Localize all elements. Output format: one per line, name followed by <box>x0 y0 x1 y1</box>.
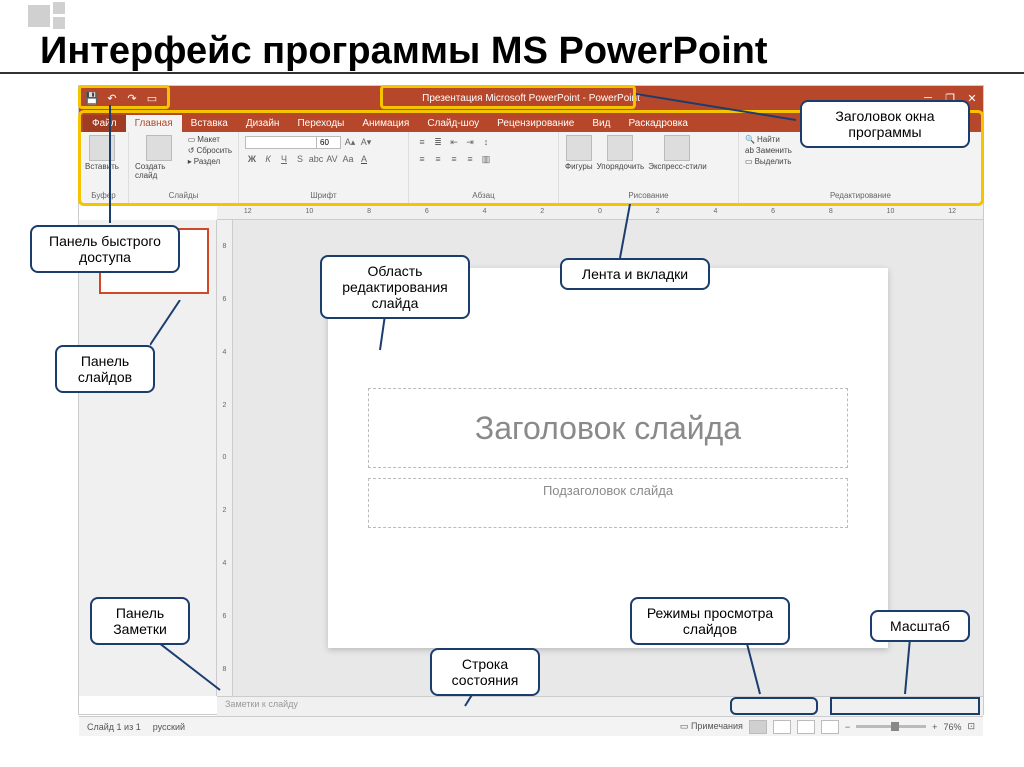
indent-dec-icon[interactable]: ⇤ <box>447 135 461 149</box>
notes-pane[interactable]: Заметки к слайду <box>217 696 983 716</box>
callout-ribbon: Лента и вкладки <box>560 258 710 290</box>
shapes-icon[interactable] <box>566 135 592 161</box>
window-title: Презентация Microsoft PowerPoint - Power… <box>422 93 640 104</box>
slide-title-placeholder[interactable]: Заголовок слайда <box>368 388 848 468</box>
tab-slideshow[interactable]: Слайд-шоу <box>418 115 488 132</box>
section-btn[interactable]: ▸ Раздел <box>188 157 232 166</box>
tab-transitions[interactable]: Переходы <box>288 115 353 132</box>
sorter-view-icon[interactable] <box>773 720 791 734</box>
slide-subtitle-text: Подзаголовок слайда <box>543 483 673 498</box>
ruler-vertical: 864202468 <box>217 220 233 696</box>
font-name-input[interactable] <box>246 137 316 148</box>
slide-counter: Слайд 1 из 1 <box>87 722 141 732</box>
columns-icon[interactable]: ▥ <box>479 152 493 166</box>
zoom-in-icon[interactable]: + <box>932 722 937 732</box>
zoom-slider[interactable] <box>856 725 926 728</box>
reading-view-icon[interactable] <box>797 720 815 734</box>
slideshow-icon[interactable]: ▭ <box>145 91 159 105</box>
replace-btn[interactable]: ab Заменить <box>745 146 792 155</box>
page-title: Интерфейс программы MS PowerPoint <box>40 30 768 73</box>
layout-btn[interactable]: ▭ Макет <box>188 135 232 144</box>
spacing-icon[interactable]: AV <box>325 152 339 166</box>
underline-icon[interactable]: Ч <box>277 152 291 166</box>
callout-quick-access: Панель быстрого доступа <box>30 225 180 273</box>
new-slide-icon[interactable] <box>146 135 172 161</box>
bold-icon[interactable]: Ж <box>245 152 259 166</box>
statusbar: Слайд 1 из 1 русский ▭ Примечания − + 76… <box>79 716 983 736</box>
callout-zoom: Масштаб <box>870 610 970 642</box>
line-spacing-icon[interactable]: ↕ <box>479 135 493 149</box>
group-slides-label: Слайды <box>135 191 232 200</box>
align-left-icon[interactable]: ≡ <box>415 152 429 166</box>
arrange-icon[interactable] <box>607 135 633 161</box>
bullets-icon[interactable]: ≡ <box>415 135 429 149</box>
callout-slide-panel: Панель слайдов <box>55 345 155 393</box>
reset-btn[interactable]: ↺ Сбросить <box>188 146 232 155</box>
tab-insert[interactable]: Вставка <box>182 115 237 132</box>
grow-font-icon[interactable]: A▴ <box>343 135 357 149</box>
redo-icon[interactable]: ↷ <box>125 91 139 105</box>
tab-design[interactable]: Дизайн <box>237 115 289 132</box>
slideshow-view-icon[interactable] <box>821 720 839 734</box>
group-editing-label: Редактирование <box>745 191 976 200</box>
workspace: 1 864202468 Заголовок слайда Подзаголово… <box>79 220 983 696</box>
group-font-label: Шрифт <box>245 191 402 200</box>
language-indicator[interactable]: русский <box>153 722 185 732</box>
powerpoint-window: 💾 ↶ ↷ ▭ Презентация Microsoft PowerPoint… <box>78 85 984 715</box>
notes-toggle[interactable]: ▭ Примечания <box>680 721 743 732</box>
font-color-icon[interactable]: A <box>357 152 371 166</box>
slide[interactable]: Заголовок слайда Подзаголовок слайда <box>328 268 888 648</box>
callout-notes: Панель Заметки <box>90 597 190 645</box>
strike-icon[interactable]: S <box>293 152 307 166</box>
align-right-icon[interactable]: ≡ <box>447 152 461 166</box>
fit-to-window-icon[interactable]: ⊡ <box>967 721 975 732</box>
notes-placeholder: Заметки к слайду <box>225 699 298 709</box>
normal-view-icon[interactable] <box>749 720 767 734</box>
group-drawing-label: Рисование <box>565 191 732 200</box>
new-slide-label: Создать слайд <box>135 162 184 180</box>
shadow-icon[interactable]: abc <box>309 152 323 166</box>
align-center-icon[interactable]: ≡ <box>431 152 445 166</box>
numbering-icon[interactable]: ≣ <box>431 135 445 149</box>
callout-edit-area: Область редактирования слайда <box>320 255 470 319</box>
callout-statusbar: Строка состояния <box>430 648 540 696</box>
zoom-level[interactable]: 76% <box>943 722 961 732</box>
slide-title-text: Заголовок слайда <box>475 410 741 447</box>
undo-icon[interactable]: ↶ <box>105 91 119 105</box>
ruler-horizontal: 12108642024681012 <box>217 204 983 220</box>
indent-inc-icon[interactable]: ⇥ <box>463 135 477 149</box>
shrink-font-icon[interactable]: A▾ <box>359 135 373 149</box>
callout-window-title: Заголовок окна программы <box>800 100 970 148</box>
zoom-out-icon[interactable]: − <box>845 722 850 732</box>
italic-icon[interactable]: К <box>261 152 275 166</box>
tab-review[interactable]: Рецензирование <box>488 115 583 132</box>
justify-icon[interactable]: ≡ <box>463 152 477 166</box>
group-paragraph-label: Абзац <box>415 191 552 200</box>
select-btn[interactable]: ▭ Выделить <box>745 157 791 166</box>
case-icon[interactable]: Aa <box>341 152 355 166</box>
tab-view[interactable]: Вид <box>583 115 619 132</box>
tab-animations[interactable]: Анимация <box>353 115 418 132</box>
slide-subtitle-placeholder[interactable]: Подзаголовок слайда <box>368 478 848 528</box>
font-size-input[interactable]: 60 <box>316 137 340 148</box>
save-icon[interactable]: 💾 <box>85 91 99 105</box>
callout-viewmodes: Режимы просмотра слайдов <box>630 597 790 645</box>
